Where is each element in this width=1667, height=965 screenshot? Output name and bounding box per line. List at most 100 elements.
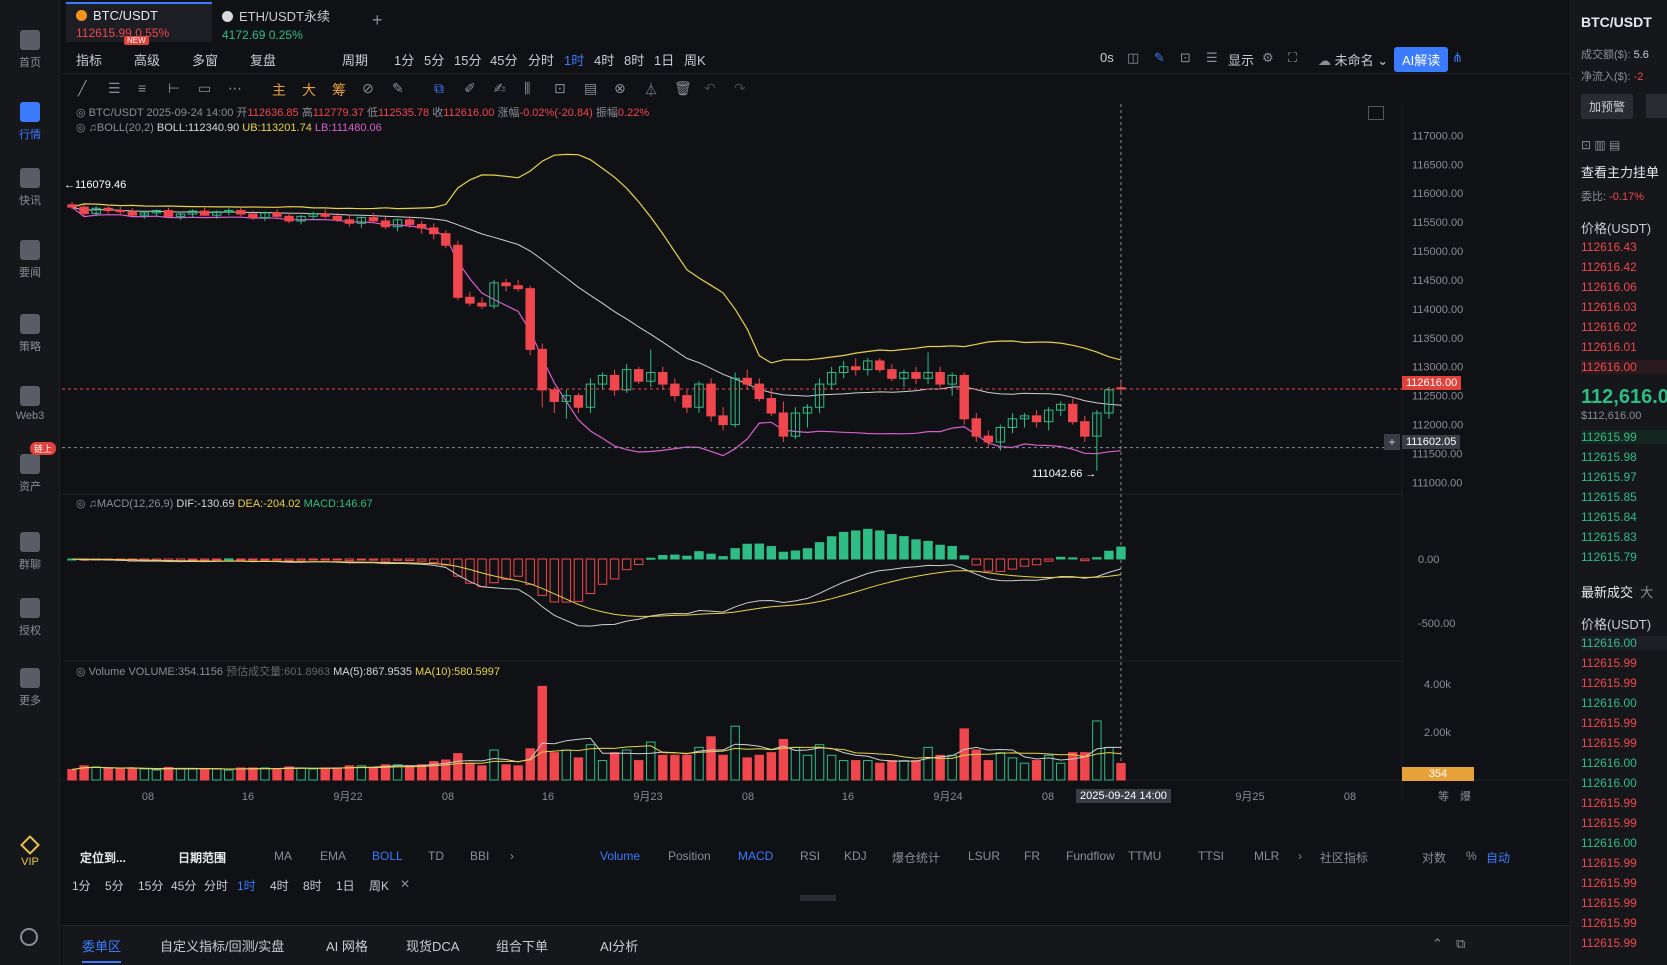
interval-1[interactable]: 5分 — [105, 879, 124, 893]
hline-tool-icon[interactable]: ☰ — [108, 80, 121, 96]
eye-icon[interactable]: ◎ — [76, 122, 86, 134]
indicator-6[interactable]: BBI — [470, 849, 490, 863]
nav-8[interactable]: 授权 — [0, 590, 60, 646]
share-icon[interactable]: ⋔ — [1452, 50, 1463, 65]
nav-1[interactable]: 行情 — [0, 94, 60, 150]
settings-gear-icon[interactable] — [20, 928, 38, 946]
indicator-3[interactable]: EMA — [320, 849, 347, 863]
interval-8[interactable]: 1日 — [336, 879, 355, 893]
interval-6[interactable]: 4时 — [270, 879, 289, 893]
indicator-17[interactable]: TTSI — [1198, 849, 1224, 863]
toolbar-item-12[interactable]: 8时 — [624, 53, 645, 68]
indicator-next-icon[interactable]: › — [510, 849, 514, 863]
indicator-5[interactable]: TD — [428, 849, 444, 863]
nav-5[interactable]: Web3 — [0, 378, 60, 434]
toolbar-item-10[interactable]: 1时 — [564, 53, 585, 68]
nav-vip[interactable]: VIP — [0, 830, 60, 886]
crosshair-add-icon[interactable]: + — [1384, 434, 1400, 450]
indicator-21[interactable]: % — [1466, 849, 1477, 863]
toolbar-item-9[interactable]: 分时 — [528, 53, 555, 68]
toolbar-item-11[interactable]: 4时 — [594, 53, 615, 68]
collapse-icon[interactable]: ⌃ — [1432, 936, 1443, 951]
trash-icon[interactable]: 🗑 — [674, 80, 692, 96]
ai-interpret-button[interactable]: AI解读 — [1394, 47, 1449, 72]
bid-row[interactable]: 112615.98 — [1581, 450, 1637, 464]
eye-icon[interactable]: ◎ — [76, 498, 86, 510]
ask-row[interactable]: 112616.06 — [1581, 280, 1637, 294]
list-icon[interactable]: ☰ — [1206, 50, 1218, 65]
layout-name[interactable]: ☁ 未命名 ⌄ — [1318, 53, 1389, 68]
edit-icon[interactable]: ✎ — [1154, 50, 1165, 65]
indicator-2[interactable]: MA — [274, 849, 292, 863]
bid-row[interactable]: 112615.79 — [1581, 550, 1637, 564]
indicator-1[interactable]: 日期范围 — [178, 851, 227, 865]
toolbar-item-2[interactable]: 多窗 — [192, 53, 219, 68]
interval-0[interactable]: 1分 — [72, 879, 91, 893]
eye-icon[interactable]: ◎ — [76, 666, 86, 678]
indicator-13[interactable]: LSUR — [968, 849, 1001, 863]
interval-2[interactable]: 15分 — [138, 879, 164, 893]
indicator-0[interactable]: 定位到... — [80, 851, 127, 865]
link-icon[interactable]: ⊗ — [614, 80, 626, 96]
close-interval-icon[interactable]: ✕ — [400, 877, 411, 891]
nav-3[interactable]: 要闻 — [0, 232, 60, 288]
channel-tool-icon[interactable]: ≡ — [138, 80, 147, 96]
bid-row[interactable]: 112615.97 — [1581, 470, 1637, 484]
more-tools-icon[interactable]: ⋯ — [228, 80, 242, 96]
bell-icon[interactable]: ♫ — [88, 498, 97, 510]
ask-row[interactable]: 112616.02 — [1581, 320, 1637, 334]
ask-row[interactable]: 112616.42 — [1581, 260, 1637, 274]
nav-7[interactable]: 群聊 — [0, 524, 60, 580]
panel-tab-4[interactable]: 组合下单 — [496, 939, 549, 954]
kline-chart[interactable]: 117000.00 116500.00 116000.00 115500.00 1150… — [62, 104, 1570, 834]
indicator-10[interactable]: RSI — [800, 849, 821, 863]
window-icon[interactable]: ⊡ — [1180, 50, 1191, 65]
indicator-12[interactable]: 爆仓统计 — [892, 851, 941, 865]
fullscreen-icon[interactable]: ⛶ — [1288, 50, 1298, 65]
nav-0[interactable]: 首页 — [0, 22, 60, 78]
toolbar-item-0[interactable]: 指标 — [76, 53, 103, 68]
redo-icon[interactable]: ↷ — [734, 80, 746, 96]
tab-btc-usdt[interactable]: BTC/USDT 112615.99 0.55% NEW — [66, 2, 212, 45]
fullscreen-chart-icon[interactable] — [1368, 106, 1384, 120]
toolbar-item-1[interactable]: 高级 — [134, 53, 161, 68]
interval-9[interactable]: 周K — [369, 879, 390, 893]
toolbar-item-6[interactable]: 5分 — [424, 53, 445, 68]
bid-row[interactable]: 112615.83 — [1581, 530, 1637, 544]
chip-button[interactable]: 筹 — [332, 82, 346, 98]
indicator-4[interactable]: BOLL — [372, 849, 403, 863]
magnet-icon[interactable]: ⊘ — [362, 80, 374, 96]
toolbar-item-3[interactable]: 复盘 — [250, 53, 277, 68]
chart-canvas[interactable]: 117000.00 116500.00 116000.00 115500.00 1150… — [62, 104, 1570, 834]
undo-icon[interactable]: ↶ — [704, 80, 716, 96]
expand-panel-icon[interactable]: ⧉ — [1456, 936, 1466, 951]
rp-view-icons[interactable]: ⊡ ▥ ▤ — [1581, 138, 1621, 152]
toolbar-item-5[interactable]: 1分 — [394, 53, 415, 68]
panel-tab-3[interactable]: 现货DCA — [406, 939, 460, 954]
indicator-14[interactable]: FR — [1024, 849, 1040, 863]
panel-tab-5[interactable]: AI分析 — [600, 939, 639, 954]
toolbar-item-8[interactable]: 45分 — [490, 53, 518, 68]
eraser-icon[interactable]: ✎ — [392, 80, 404, 96]
ask-row[interactable]: 112616.43 — [1581, 240, 1637, 254]
display-button[interactable]: 显示 — [1228, 53, 1255, 68]
indicator-16[interactable]: TTMU — [1128, 849, 1162, 863]
lock-icon[interactable]: ⊡ — [554, 80, 566, 96]
panel-tab-1[interactable]: 自定义指标/回测/实盘 — [160, 939, 285, 954]
bid-row[interactable]: 112615.84 — [1581, 510, 1637, 524]
indicator-11[interactable]: KDJ — [844, 849, 867, 863]
rectangle-tool-icon[interactable]: ▭ — [198, 80, 212, 96]
copy-icon[interactable]: ⧉ — [434, 80, 444, 96]
pen-icon[interactable]: ✍ — [494, 80, 506, 96]
tab-eth-usdt[interactable]: ETH/USDT永续 4172.69 0.25% — [212, 2, 362, 42]
ask-row[interactable]: 112616.00 — [1581, 360, 1667, 374]
panel-tab-0[interactable]: 委单区 — [82, 936, 122, 963]
indicator-18[interactable]: MLR — [1254, 849, 1280, 863]
indicator-7[interactable]: Volume — [600, 849, 641, 863]
bid-row[interactable]: 112615.99 — [1581, 430, 1667, 444]
indicator-22[interactable]: 自动 — [1486, 851, 1511, 865]
interval-5[interactable]: 1时 — [237, 879, 256, 893]
rp-extra-button[interactable] — [1646, 94, 1667, 118]
nav-2[interactable]: 快讯 — [0, 160, 60, 216]
main-force-button[interactable]: 主 — [272, 82, 286, 98]
